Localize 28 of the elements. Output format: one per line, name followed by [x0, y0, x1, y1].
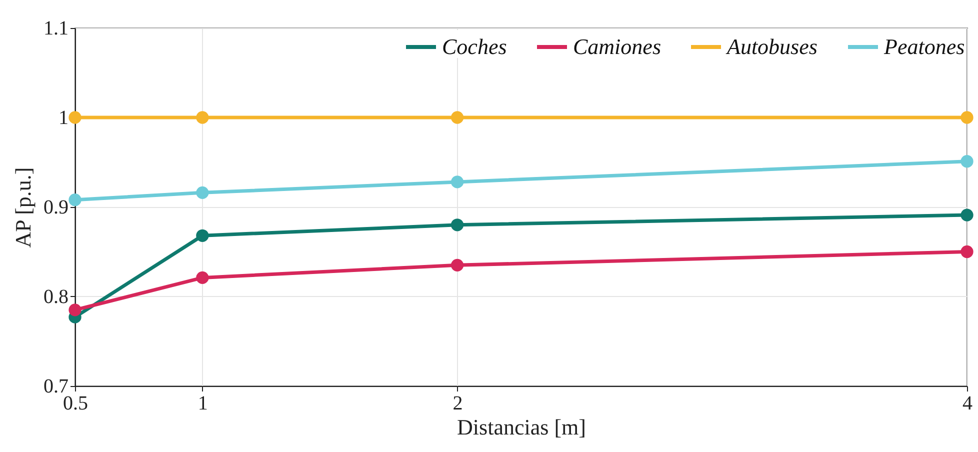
- point: [196, 271, 209, 284]
- point: [68, 304, 82, 316]
- legend-label: Autobuses: [725, 34, 818, 59]
- legend-label: Coches: [442, 34, 507, 59]
- x-tick-label: 2: [452, 392, 463, 414]
- point: [196, 186, 209, 199]
- point: [68, 111, 82, 124]
- legend-label: Peatones: [883, 34, 965, 59]
- y-axis-title: AP [p.u.]: [10, 167, 36, 248]
- point: [960, 111, 974, 124]
- y-tick-label: 1.1: [44, 18, 68, 40]
- y-tick-label: 0.9: [44, 196, 68, 218]
- x-axis-title: Distancias [m]: [457, 414, 586, 440]
- y-tick-label: 1: [58, 107, 68, 129]
- point: [960, 208, 974, 222]
- point: [960, 155, 974, 168]
- point: [68, 194, 82, 206]
- y-tick-label: 0.8: [44, 286, 68, 308]
- point: [196, 111, 209, 124]
- point: [960, 245, 974, 258]
- legend-label: Camiones: [573, 34, 661, 59]
- point: [450, 258, 464, 272]
- point: [450, 176, 464, 188]
- x-tick-label: 1: [198, 392, 208, 414]
- point: [450, 111, 464, 124]
- point: [450, 218, 464, 232]
- x-tick-label: 4: [962, 392, 972, 414]
- point: [196, 229, 209, 242]
